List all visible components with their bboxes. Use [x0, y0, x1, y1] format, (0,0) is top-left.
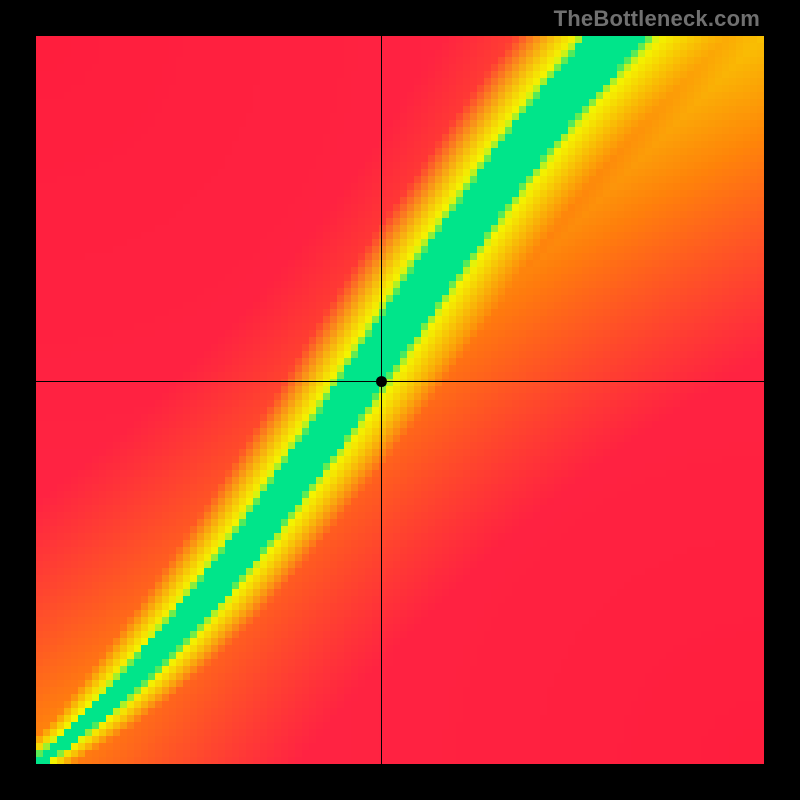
- heatmap-canvas: [36, 36, 764, 764]
- watermark-text: TheBottleneck.com: [554, 6, 760, 32]
- heatmap-plot: [36, 36, 764, 764]
